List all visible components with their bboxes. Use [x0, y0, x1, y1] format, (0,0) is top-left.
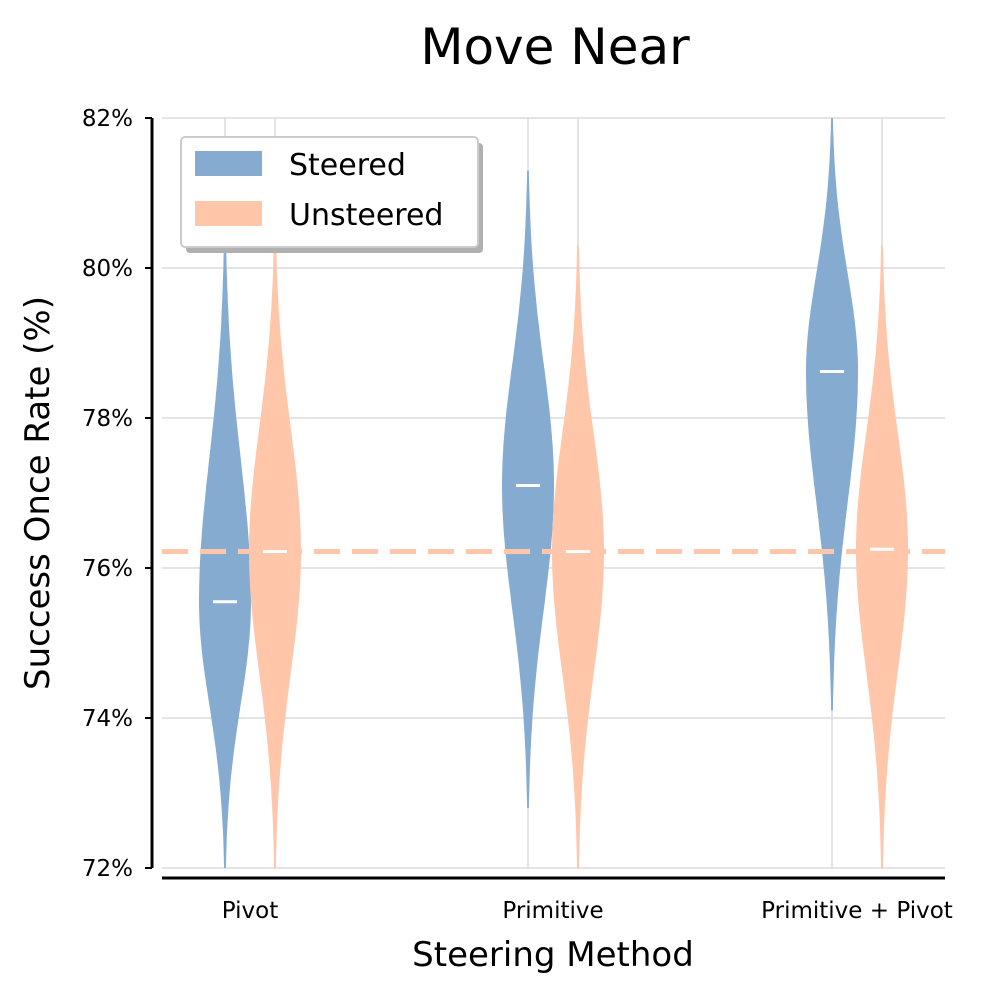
chart-title: Move Near [420, 18, 690, 76]
violin-unsteered-1 [552, 245, 604, 868]
legend-swatch-unsteered [195, 201, 262, 226]
y-tick-label: 72% [82, 856, 133, 882]
y-tick-layer: 72% 74% 76% 78% 80% 82% [82, 106, 152, 882]
legend-label-steered: Steered [289, 148, 406, 183]
median-layer [213, 370, 894, 604]
legend-swatch-steered [195, 151, 262, 176]
y-tick-label: 76% [82, 556, 133, 582]
legend: Steered Unsteered [180, 136, 483, 253]
y-tick-label: 82% [82, 106, 133, 132]
violin-unsteered-0 [249, 230, 301, 868]
x-tick-label-primitive: Primitive [502, 898, 603, 924]
violin-steered-2 [806, 118, 858, 711]
y-tick-label: 78% [82, 406, 133, 432]
y-tick-label: 80% [82, 256, 133, 282]
violin-steered-1 [502, 170, 554, 808]
x-tick-label-pivot: Pivot [222, 898, 278, 924]
x-axis-label: Steering Method [412, 935, 694, 975]
violin-unsteered-2 [856, 245, 908, 868]
legend-label-unsteered: Unsteered [289, 198, 443, 233]
y-axis-label: Success Once Rate (%) [18, 296, 58, 690]
y-tick-label: 74% [82, 706, 133, 732]
x-tick-label-primitive-pivot: Primitive + Pivot [761, 898, 953, 924]
